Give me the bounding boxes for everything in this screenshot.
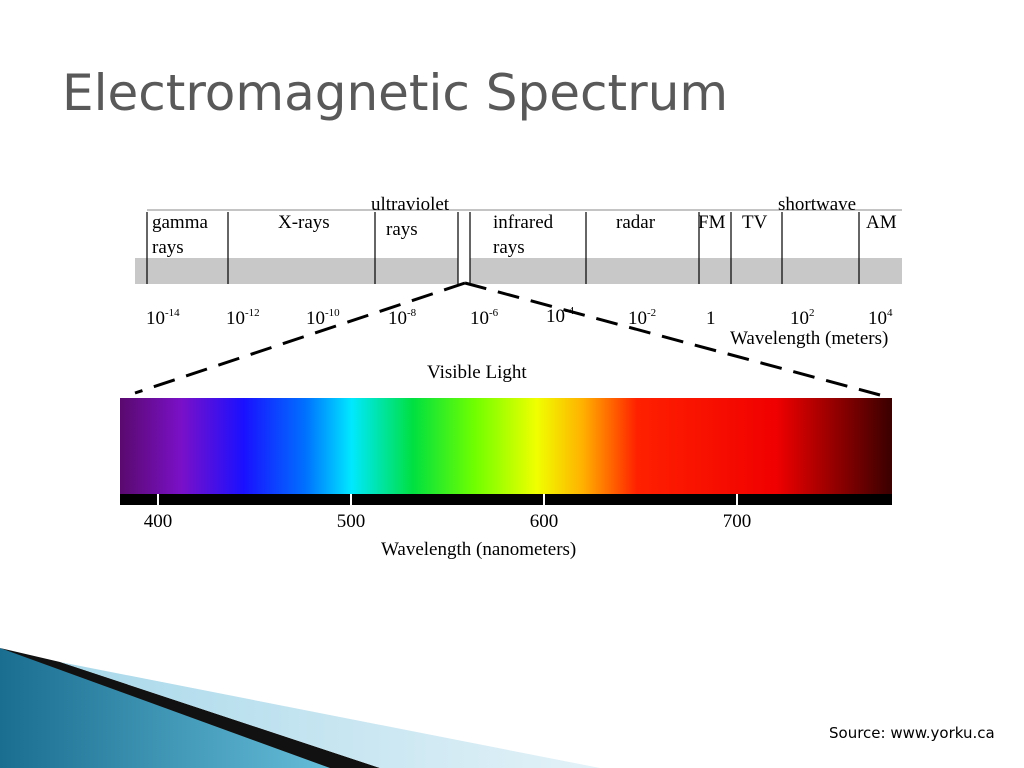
band-label: rays xyxy=(152,237,184,258)
wavelength-tick: 10-10 xyxy=(306,307,340,329)
source: Source: www.yorku.ca xyxy=(829,724,995,742)
wavelength-tick: 10-12 xyxy=(226,307,260,329)
visible-tick: 500 xyxy=(337,511,366,532)
tick-base: 10 xyxy=(546,306,565,327)
visible-tick: 400 xyxy=(144,511,173,532)
zoom-lines xyxy=(134,281,881,397)
wavelength-tick: 1 xyxy=(706,308,716,329)
tick-base: 1 xyxy=(706,308,716,329)
tick-exponent: 4 xyxy=(887,307,893,319)
tick-exponent: -12 xyxy=(245,307,260,319)
tick-exponent: -10 xyxy=(325,307,340,319)
band-label: TV xyxy=(742,212,768,233)
tick-base: 10 xyxy=(146,308,165,329)
tick-exponent: -6 xyxy=(489,307,499,319)
band-label: shortwave xyxy=(778,194,856,215)
tick-base: 10 xyxy=(628,308,647,329)
wavelength-tick: 10-14 xyxy=(146,307,180,329)
tick-base: 10 xyxy=(470,308,489,329)
wavelength-tick: 10-2 xyxy=(628,307,656,329)
axis-label: Wavelength (meters) xyxy=(730,328,888,349)
wavelength-tick: 10-4 xyxy=(546,305,575,327)
visible-tick: 600 xyxy=(530,511,559,532)
band-label: X-rays xyxy=(278,212,330,233)
wavelength-tick: 10-6 xyxy=(470,307,499,329)
visible-spectrum xyxy=(120,398,892,494)
band-label: AM xyxy=(866,212,897,233)
visible-tick: 700 xyxy=(723,511,752,532)
band-label: radar xyxy=(616,212,656,233)
tick-exponent: -8 xyxy=(407,307,417,319)
band-label: gamma xyxy=(152,212,208,233)
tick-base: 10 xyxy=(306,308,325,329)
tick-base: 10 xyxy=(790,308,809,329)
visible-title: Visible Light xyxy=(427,362,527,383)
wavelength-tick: 10-8 xyxy=(388,307,417,329)
band-label: rays xyxy=(386,219,418,240)
tick-exponent: 2 xyxy=(809,307,815,319)
band-label: FM xyxy=(698,212,726,233)
axis-label: Wavelength (nanometers) xyxy=(381,539,576,560)
decoration xyxy=(0,648,600,768)
wavelength-tick: 102 xyxy=(790,307,815,329)
tick-exponent: -14 xyxy=(165,307,180,319)
band-label: rays xyxy=(493,237,525,258)
title: Electromagnetic Spectrum xyxy=(62,64,728,122)
tick-exponent: -2 xyxy=(647,307,656,319)
tick-base: 10 xyxy=(388,308,407,329)
tick-base: 10 xyxy=(226,308,245,329)
band-label: infrared xyxy=(493,212,554,233)
band-label: ultraviolet xyxy=(371,194,450,215)
wavelength-tick: 104 xyxy=(868,307,893,329)
tick-base: 10 xyxy=(868,308,887,329)
visible-axis xyxy=(120,494,892,505)
spectrum-bar xyxy=(135,209,902,284)
